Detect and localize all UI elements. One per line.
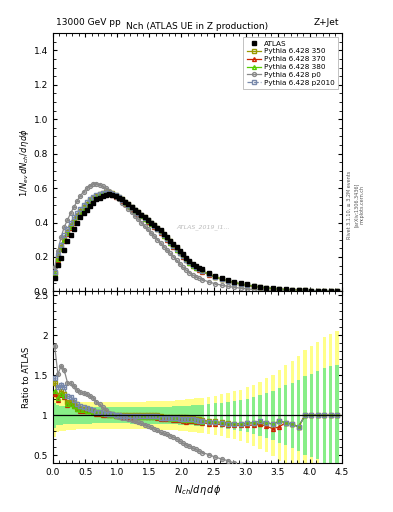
Text: Z+Jet: Z+Jet — [314, 18, 339, 27]
Y-axis label: $1/N_{ev}\,dN_{ch}/d\eta\,d\phi$: $1/N_{ev}\,dN_{ch}/d\eta\,d\phi$ — [18, 127, 31, 197]
Text: [arXiv:1306.3436]: [arXiv:1306.3436] — [354, 183, 359, 227]
Y-axis label: Ratio to ATLAS: Ratio to ATLAS — [22, 347, 31, 408]
Text: mcplots.cern.ch: mcplots.cern.ch — [360, 185, 365, 224]
Text: 13000 GeV pp: 13000 GeV pp — [56, 18, 121, 27]
Text: ATLAS_2019_I1...: ATLAS_2019_I1... — [176, 224, 230, 230]
X-axis label: $N_{ch}/d\eta\,d\phi$: $N_{ch}/d\eta\,d\phi$ — [174, 483, 221, 497]
Title: Nch (ATLAS UE in Z production): Nch (ATLAS UE in Z production) — [127, 22, 268, 31]
Legend: ATLAS, Pythia 6.428 350, Pythia 6.428 370, Pythia 6.428 380, Pythia 6.428 p0, Py: ATLAS, Pythia 6.428 350, Pythia 6.428 37… — [243, 37, 338, 90]
Text: Rivet 3.1.10, ≥ 3.2M events: Rivet 3.1.10, ≥ 3.2M events — [347, 170, 352, 239]
